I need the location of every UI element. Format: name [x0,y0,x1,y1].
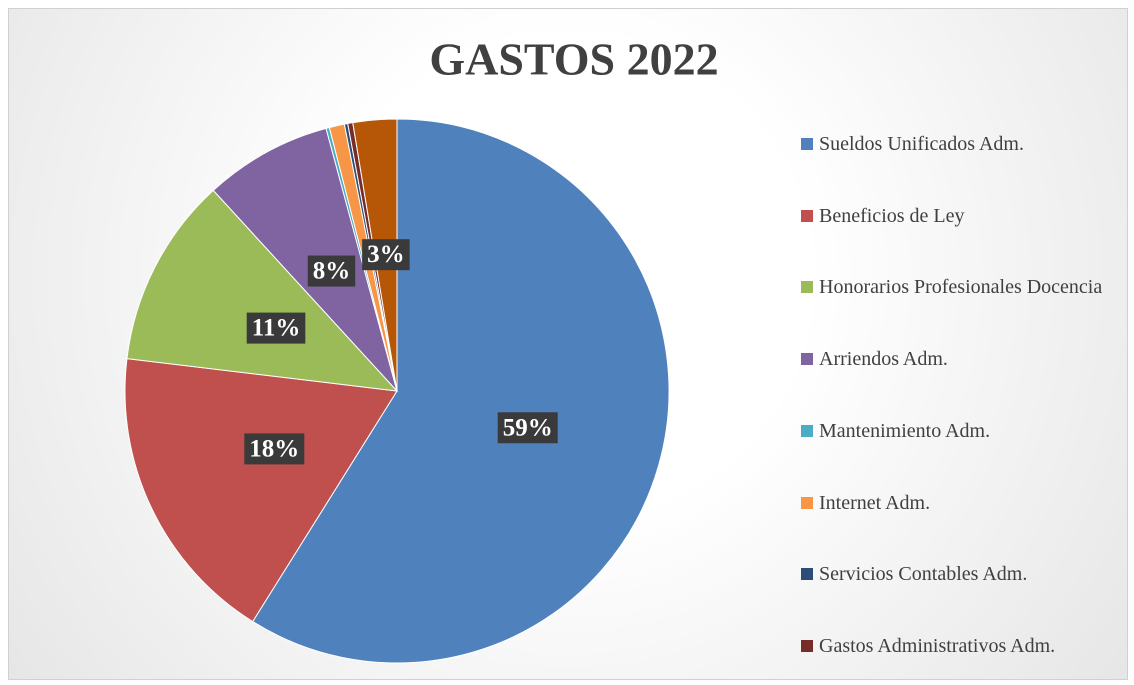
legend-swatch [801,281,813,294]
legend-item: Sueldos Unificados Adm. [801,132,1127,157]
legend-swatch [801,209,813,222]
legend-label: Honorarios Profesionales Docencia [819,276,1103,299]
legend-item: Internet Adm. [801,491,1127,516]
data-label: 18% [244,433,305,465]
legend-item: Mantenimiento Adm. [801,419,1127,444]
legend-label: Servicios Contables Adm. [819,563,1028,586]
legend-swatch [801,568,813,581]
data-label-text: 11% [252,315,301,342]
data-label: 59% [497,412,558,444]
legend-swatch [801,496,813,509]
legend-swatch [801,138,813,150]
data-label: 11% [246,312,306,344]
legend-item: Honorarios Profesionales Docencia [801,275,1127,300]
legend-swatch [801,424,813,437]
legend-label: Sueldos Unificados Adm. [819,133,1024,155]
data-label-box [362,239,410,271]
pie-slice [212,127,398,392]
data-label-box [307,255,356,287]
legend-label: Internet Adm. [819,491,931,514]
data-label-text: 8% [313,258,351,285]
legend-item: Servicios Contables Adm. [801,562,1127,587]
legend-item: Gastos Administrativos Adm. [801,634,1127,659]
legend-swatch [801,353,813,366]
data-label-box [497,412,558,444]
legend-label: Beneficios de Ley [819,204,965,227]
data-label: 3% [362,239,410,271]
pie-slice [252,118,670,664]
data-label-text: 3% [367,241,405,268]
legend-item: Beneficios de Ley [801,204,1127,229]
legend-label: Mantenimiento Adm. [819,419,991,442]
data-label-text: 18% [249,435,299,462]
chart: GASTOS 2022 59% 18% 11% 8% 3% [124,34,719,664]
chart-frame: GASTOS 2022 59% 18% 11% 8% 3% Sueldos Unific… [8,8,1128,680]
pie-slice [124,358,398,623]
chart-title: GASTOS 2022 [429,34,718,85]
data-label-box [246,312,306,344]
legend-item: Arriendos Adm. [801,347,1127,372]
legend-label: Gastos Administrativos Adm. [819,634,1056,657]
data-label-text: 59% [503,414,553,441]
data-label-box [244,433,305,465]
pie-slice [126,189,399,392]
legend-swatch [801,639,813,652]
data-label: 8% [307,255,356,287]
legend-label: Arriendos Adm. [819,348,948,371]
